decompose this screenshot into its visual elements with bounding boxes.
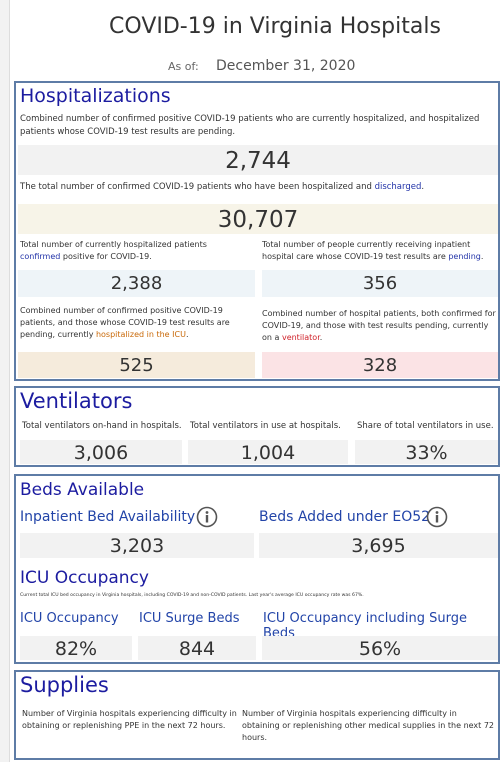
as-of-label: As of: — [168, 60, 199, 73]
text: Total number of currently hospitalized p… — [20, 240, 207, 249]
supplies-panel — [14, 670, 500, 760]
ventilators-panel — [14, 386, 500, 467]
metric-value: 844 — [138, 636, 256, 660]
description: Number of Virginia hospitals experiencin… — [22, 709, 237, 730]
metric-value: 328 — [262, 352, 498, 378]
metric-value: 525 — [18, 352, 255, 378]
metric-value: 33% — [355, 440, 498, 464]
text: . — [421, 182, 425, 192]
info-icon[interactable] — [196, 506, 218, 528]
note: Current total ICU bed occupancy in Virgi… — [20, 593, 364, 598]
section-heading: ICU Occupancy — [20, 568, 149, 588]
highlight: discharged — [374, 182, 422, 192]
section-heading: Hospitalizations — [20, 85, 171, 107]
metric-label: Share of total ventilators in use. — [357, 421, 494, 431]
side-strip — [0, 0, 10, 762]
highlight: hospitalized in the ICU — [95, 330, 186, 339]
metric-label: Total ventilators on-hand in hospitals. — [22, 421, 182, 431]
metric-value: 2,744 — [18, 145, 498, 175]
metric-label: Total ventilators in use at hospitals. — [190, 421, 341, 431]
description: Total number of currently hospitalized p… — [20, 239, 245, 263]
as-of-date: December 31, 2020 — [216, 58, 356, 74]
description: Number of Virginia hospitals experiencin… — [242, 709, 495, 742]
text: positive for COVID-19. — [60, 252, 152, 261]
description: Combined number of confirmed positive CO… — [20, 305, 256, 341]
metric-value: 2,388 — [18, 270, 255, 297]
highlight: pending — [448, 252, 481, 261]
metric-value: 3,006 — [20, 440, 182, 464]
description: Combined number of hospital patients, bo… — [262, 308, 498, 344]
metric-label: ICU Occupancy — [20, 611, 119, 626]
metric-label: Beds Added under EO52 — [259, 509, 431, 525]
text: Total number of people currently receivi… — [262, 240, 471, 261]
section-heading: Beds Available — [20, 480, 145, 500]
text: . — [480, 252, 484, 261]
metric-value: 30,707 — [18, 204, 498, 234]
metric-value: 56% — [262, 636, 498, 660]
description: Total number of people currently receivi… — [262, 239, 498, 263]
metric-value: 3,695 — [259, 533, 498, 558]
hospitalizations-panel — [14, 81, 500, 381]
title: COVID-19 in Virginia Hospitals — [109, 14, 441, 39]
metric-label: Inpatient Bed Availability — [20, 509, 196, 525]
metric-label: ICU Surge Beds — [139, 611, 240, 626]
text: . — [185, 330, 189, 339]
info-icon[interactable] — [426, 506, 448, 528]
text: The total number of confirmed COVID-19 p… — [20, 182, 375, 192]
highlight: ventilator — [281, 333, 320, 342]
metric-value: 356 — [262, 270, 498, 297]
text: Combined number of confirmed positive CO… — [20, 306, 230, 339]
section-heading: Supplies — [20, 673, 109, 697]
metric-value: 3,203 — [20, 533, 254, 558]
text: Combined number of hospital patients, bo… — [262, 309, 496, 342]
description: Combined number of confirmed positive CO… — [20, 114, 480, 137]
metric-value: 1,004 — [188, 440, 348, 464]
beds-panel — [14, 474, 500, 664]
section-heading: Ventilators — [20, 389, 133, 413]
description: The total number of confirmed COVID-19 p… — [20, 182, 495, 192]
metric-value: 82% — [20, 636, 132, 660]
highlight: confirmed — [20, 252, 61, 261]
text: . — [319, 333, 323, 342]
